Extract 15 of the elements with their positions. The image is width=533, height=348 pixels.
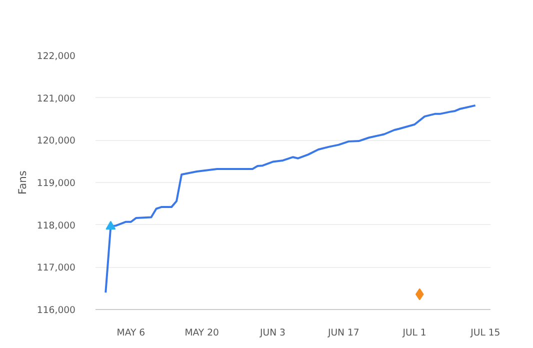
y-tick-label: 119,000 (36, 178, 76, 189)
y-tick-label: 120,000 (36, 136, 76, 147)
x-tick-label: JUN 17 (326, 328, 360, 338)
y-tick-label: 116,000 (36, 305, 76, 316)
y-tick-label: 121,000 (36, 93, 76, 104)
y-tick-label: 117,000 (36, 262, 76, 274)
y-tick-label: 122,000 (36, 51, 76, 62)
y-tick-label: 118,000 (36, 220, 76, 232)
x-tick-label: JUL 1 (402, 328, 426, 338)
x-tick-label: MAY 6 (116, 328, 146, 338)
x-tick-label: MAY 20 (184, 328, 220, 338)
y-axis-title: Fans (16, 170, 29, 194)
x-tick-label: JUL 15 (470, 328, 500, 338)
line-series (104, 104, 476, 294)
x-tick-label: JUN 3 (259, 328, 286, 338)
